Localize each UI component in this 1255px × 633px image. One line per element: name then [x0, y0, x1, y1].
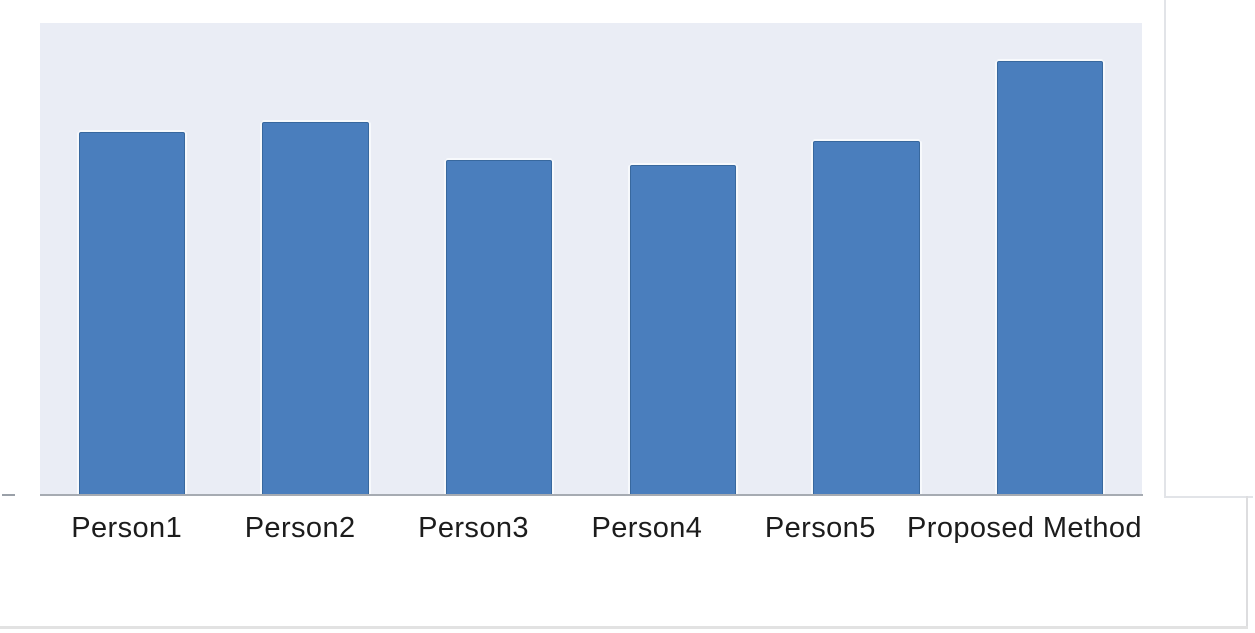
frame-line-top-right — [1164, 0, 1166, 496]
x-axis-label: Person5 — [764, 512, 876, 544]
frame-line-step — [1164, 496, 1253, 498]
bar-person1 — [78, 131, 186, 496]
bar-slot — [224, 23, 408, 496]
x-axis-label: Person2 — [244, 512, 356, 544]
bar-proposed-method — [996, 60, 1104, 496]
bar-person2 — [262, 122, 369, 496]
bar-person4 — [629, 164, 737, 496]
x-axis-label: Person1 — [71, 512, 183, 544]
x-axis-label: Person4 — [591, 512, 703, 544]
x-axis-labels: Person1 Person2 Person3 Person4 Person5 Propo… — [40, 506, 1142, 550]
x-axis-line — [40, 494, 1143, 496]
bar-slot — [958, 23, 1142, 496]
plot-area — [40, 23, 1142, 496]
bar-person3 — [445, 160, 553, 496]
bar-slot — [775, 23, 959, 496]
y-axis-tick — [2, 494, 15, 496]
bars-container — [40, 23, 1142, 496]
frame-line-right — [1246, 496, 1248, 627]
bar-person5 — [813, 141, 920, 496]
x-axis-label: Person3 — [418, 512, 529, 544]
bar-slot — [40, 23, 224, 496]
frame-line-bottom — [0, 626, 1248, 629]
x-axis-label: Proposed Method — [907, 512, 1142, 544]
bar-slot — [591, 23, 775, 496]
bar-slot — [407, 23, 591, 496]
